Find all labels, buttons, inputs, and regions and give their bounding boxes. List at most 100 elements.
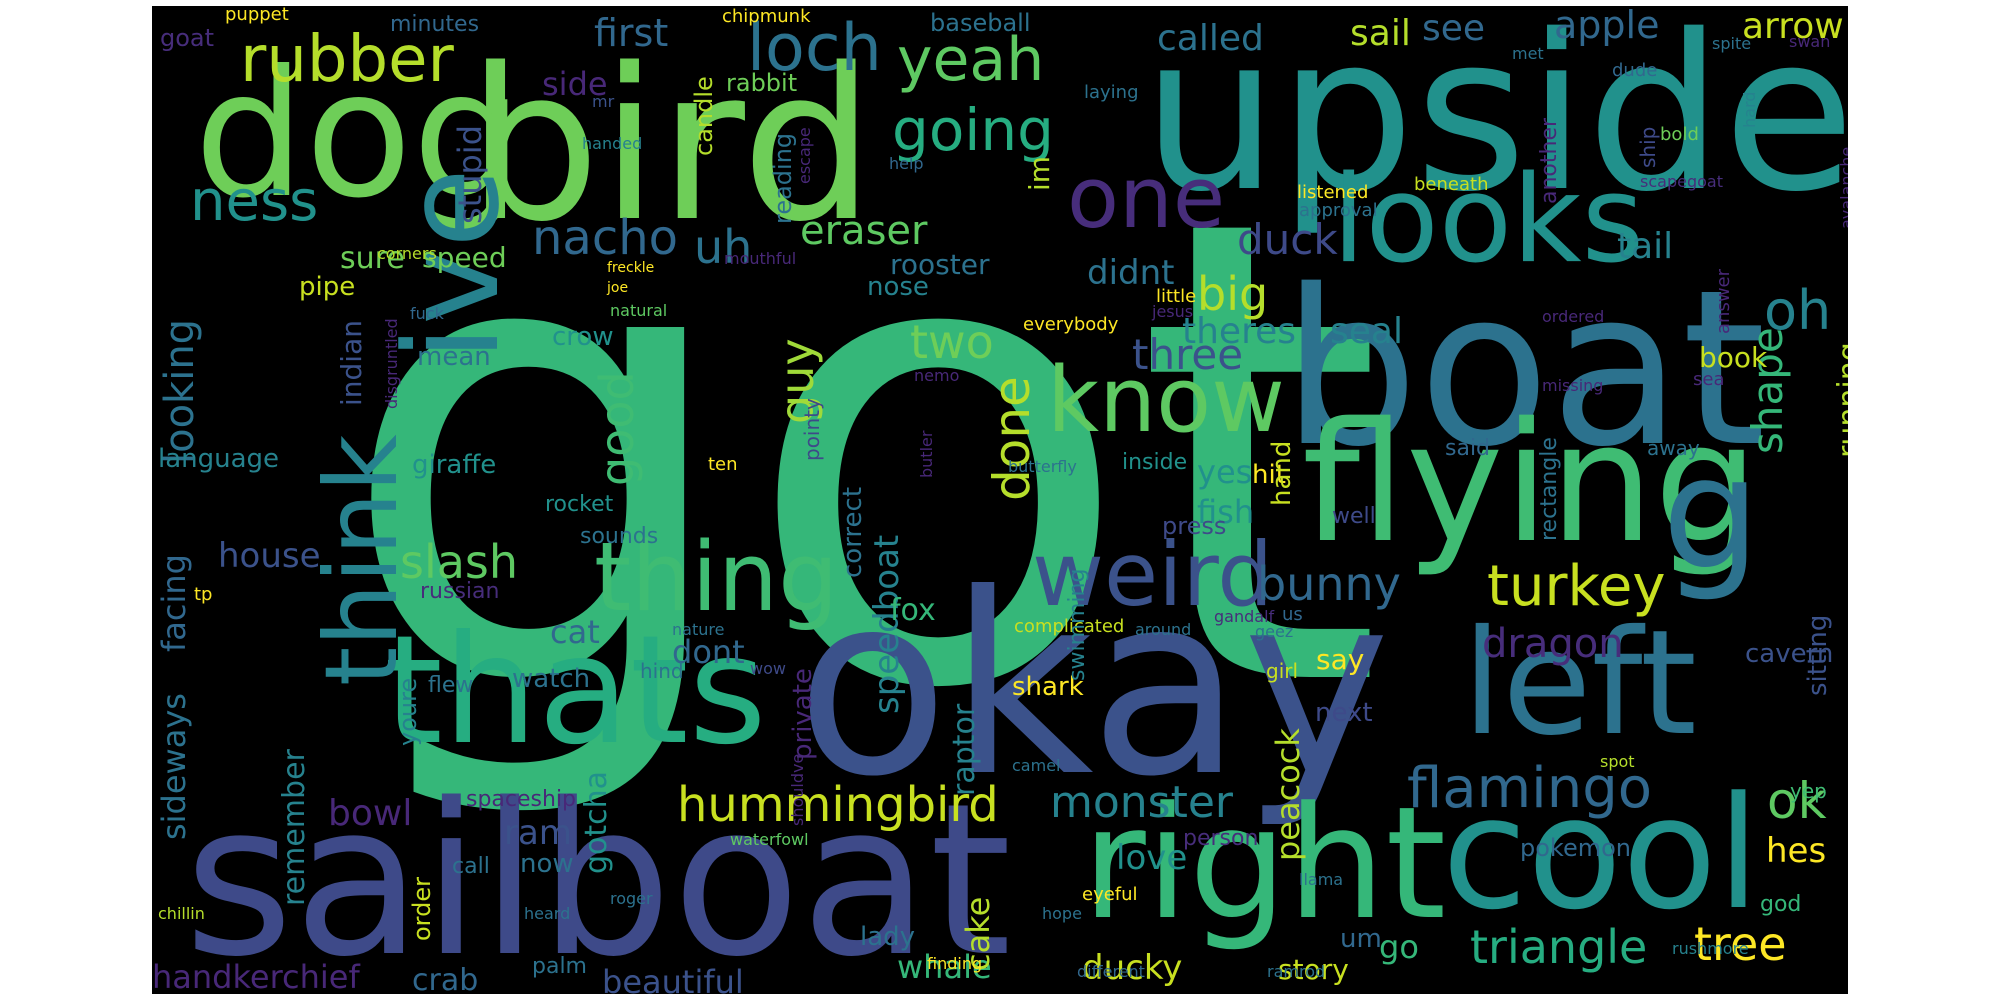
word: roger xyxy=(610,889,653,908)
word-cloud: got okay sailboat upside boat bird dog f… xyxy=(152,6,1848,994)
word: said xyxy=(1445,436,1491,461)
word: youre xyxy=(394,677,422,746)
word: say xyxy=(1316,643,1365,676)
word: pointy xyxy=(800,398,824,461)
word: crow xyxy=(552,322,614,352)
word: story xyxy=(1278,953,1349,986)
word: first xyxy=(594,11,669,55)
word: looks xyxy=(1332,151,1645,290)
word: hit xyxy=(1252,460,1286,490)
word: swan xyxy=(1789,32,1831,51)
word: answer xyxy=(1713,268,1734,334)
word: swimming xyxy=(1065,568,1090,681)
word: hummingbird xyxy=(677,777,999,833)
word: call xyxy=(452,854,490,879)
word: mouthful xyxy=(724,249,797,268)
word: person xyxy=(1183,826,1259,851)
word: met xyxy=(1512,44,1544,63)
word: chipmunk xyxy=(722,6,811,27)
word: tp xyxy=(194,584,213,605)
word: apple xyxy=(1554,6,1660,47)
word: raptor xyxy=(947,703,982,796)
word: handkerchief xyxy=(152,958,360,994)
word: two xyxy=(910,315,994,369)
word: beneath xyxy=(1414,174,1489,195)
word: natural xyxy=(610,301,668,320)
word: joe xyxy=(607,280,629,296)
word: weird xyxy=(1032,523,1274,626)
word: facing xyxy=(155,554,193,652)
word: house xyxy=(218,536,321,576)
word: seal xyxy=(1330,311,1403,352)
word: tail xyxy=(1617,226,1674,267)
word: ok xyxy=(1767,772,1827,830)
word: eraser xyxy=(800,208,928,254)
word: chillin xyxy=(158,904,205,923)
word: us xyxy=(1282,604,1303,625)
word: upside xyxy=(1142,6,1848,239)
word: go xyxy=(1379,928,1419,966)
word: next xyxy=(1315,698,1373,728)
word: thats xyxy=(384,604,767,778)
word: whale xyxy=(897,948,992,986)
word: fox xyxy=(890,593,936,628)
word: eyeful xyxy=(1082,884,1138,905)
word: sea xyxy=(1693,369,1725,390)
word: g xyxy=(1662,423,1761,604)
word: rubber xyxy=(240,23,454,97)
word: scapegoat xyxy=(1640,172,1723,191)
word: rooster xyxy=(890,248,990,281)
word: bird xyxy=(467,23,875,268)
word: different xyxy=(1077,962,1145,981)
word: thing xyxy=(594,523,839,633)
word: puppet xyxy=(225,6,289,25)
word: boat xyxy=(1282,243,1767,494)
word: rabbit xyxy=(726,69,798,97)
word: right xyxy=(1082,773,1447,954)
word: called xyxy=(1157,18,1264,59)
word: dog xyxy=(194,34,524,237)
word: corners xyxy=(377,244,437,263)
word: pipe xyxy=(299,272,356,302)
word: nacho xyxy=(532,210,679,266)
word: one xyxy=(1067,149,1226,248)
word: monster xyxy=(1050,777,1234,828)
word: crab xyxy=(412,963,479,995)
word: going xyxy=(892,96,1054,164)
word: correct xyxy=(838,486,868,578)
word: disgruntled xyxy=(382,318,401,409)
word: ramrod xyxy=(1267,962,1326,981)
word: rocket xyxy=(545,492,614,517)
word: gandalf xyxy=(1214,607,1275,626)
word: jesus xyxy=(1152,302,1194,321)
word: now xyxy=(520,849,574,879)
word: bunny xyxy=(1257,557,1401,611)
word: ordered xyxy=(1542,307,1605,326)
word: big xyxy=(1197,267,1269,321)
word: baseball xyxy=(930,9,1031,37)
word: think xyxy=(303,434,420,686)
word: spite xyxy=(1712,34,1752,53)
word: slash xyxy=(400,535,519,589)
word: turkey xyxy=(1487,554,1666,619)
word: shark xyxy=(1012,672,1084,702)
word: duck xyxy=(1237,215,1338,264)
word: geez xyxy=(1255,622,1294,641)
word: beautiful xyxy=(602,963,744,994)
word: fuck xyxy=(410,304,444,323)
word: around xyxy=(1135,620,1192,639)
word: loch xyxy=(747,11,882,86)
word: oh xyxy=(1764,279,1832,342)
word: watch xyxy=(512,664,591,694)
word: ram xyxy=(504,813,572,853)
word: dont xyxy=(672,633,745,671)
word: hard xyxy=(1740,91,1759,128)
word: god xyxy=(1760,892,1802,917)
word: side xyxy=(542,65,608,103)
word: triangle xyxy=(1470,920,1648,974)
word: waterfowl xyxy=(730,830,809,849)
word: camel xyxy=(1012,756,1061,775)
word: another xyxy=(1537,117,1562,204)
word: fish xyxy=(1197,493,1255,531)
word: language xyxy=(158,444,280,474)
